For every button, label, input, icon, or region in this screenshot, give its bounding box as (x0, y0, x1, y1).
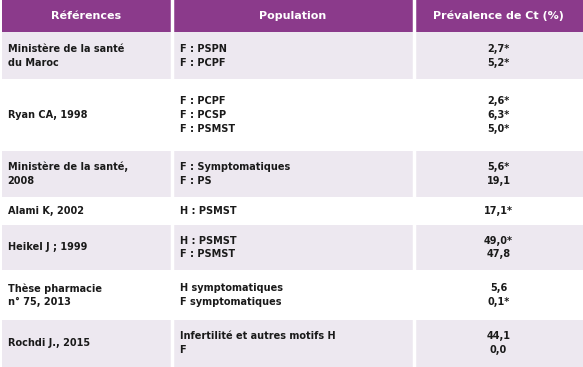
Bar (174, 150, 414, 198)
Bar (2, 319, 172, 367)
Text: H : PSMST: H : PSMST (180, 206, 236, 216)
Text: Références: Références (51, 11, 121, 21)
Text: 2,7*
5,2*: 2,7* 5,2* (487, 44, 510, 68)
Bar (174, 319, 414, 367)
Bar (2, 150, 172, 198)
Text: Prévalence de Ct (%): Prévalence de Ct (%) (433, 11, 564, 21)
Text: 17,1*: 17,1* (484, 206, 513, 216)
Bar (416, 198, 583, 224)
Bar (2, 80, 172, 150)
Text: 5,6*
19,1: 5,6* 19,1 (486, 162, 511, 186)
Bar (2, 198, 172, 224)
Bar (174, 224, 414, 271)
Bar (416, 150, 583, 198)
Text: Rochdi J., 2015: Rochdi J., 2015 (8, 338, 90, 348)
Bar (174, 271, 414, 319)
Text: Ministère de la santé
du Maroc: Ministère de la santé du Maroc (8, 44, 124, 68)
Bar (2, 32, 172, 80)
Bar (2, 271, 172, 319)
Bar (416, 319, 583, 367)
Bar (416, 32, 583, 80)
Text: Alami K, 2002: Alami K, 2002 (8, 206, 83, 216)
Text: Infertilité et autres motifs H
F: Infertilité et autres motifs H F (180, 331, 335, 355)
Bar (416, 80, 583, 150)
Bar (174, 32, 414, 80)
Text: Heikel J ; 1999: Heikel J ; 1999 (8, 243, 87, 252)
Bar (416, 224, 583, 271)
Text: Ministère de la santé,
2008: Ministère de la santé, 2008 (8, 162, 128, 186)
Text: Thèse pharmacie
n° 75, 2013: Thèse pharmacie n° 75, 2013 (8, 283, 101, 308)
Text: F : Symptomatiques
F : PS: F : Symptomatiques F : PS (180, 162, 290, 186)
Bar (174, 198, 414, 224)
Text: H symptomatiques
F symptomatiques: H symptomatiques F symptomatiques (180, 283, 283, 307)
Text: 2,6*
6,3*
5,0*: 2,6* 6,3* 5,0* (487, 97, 510, 134)
Bar (174, 80, 414, 150)
Text: H : PSMST
F : PSMST: H : PSMST F : PSMST (180, 236, 236, 259)
Text: 5,6
0,1*: 5,6 0,1* (487, 283, 510, 307)
Bar (416, 271, 583, 319)
Text: Ryan CA, 1998: Ryan CA, 1998 (8, 110, 87, 120)
Bar (2, 224, 172, 271)
Bar (2, 0, 172, 32)
Text: F : PSPN
F : PCPF: F : PSPN F : PCPF (180, 44, 226, 68)
Text: F : PCPF
F : PCSP
F : PSMST: F : PCPF F : PCSP F : PSMST (180, 97, 235, 134)
Bar (174, 0, 414, 32)
Text: Population: Population (259, 11, 326, 21)
Text: 44,1
0,0: 44,1 0,0 (486, 331, 511, 355)
Text: 49,0*
47,8: 49,0* 47,8 (484, 236, 513, 259)
Bar (416, 0, 583, 32)
